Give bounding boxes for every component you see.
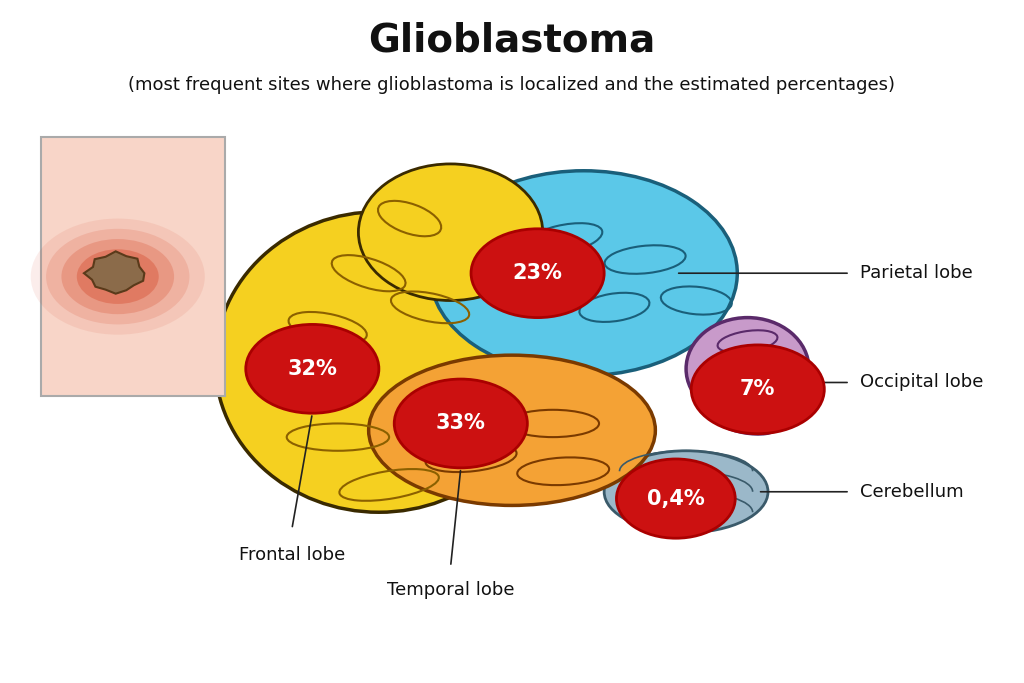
Text: 7%: 7%	[740, 379, 775, 400]
Ellipse shape	[686, 318, 809, 420]
Ellipse shape	[215, 212, 543, 512]
Text: Temporal lobe: Temporal lobe	[387, 581, 514, 598]
Ellipse shape	[430, 171, 737, 376]
Text: 23%: 23%	[513, 263, 562, 283]
Circle shape	[46, 229, 189, 324]
FancyBboxPatch shape	[41, 137, 225, 396]
Circle shape	[77, 249, 159, 304]
Text: Glioblastoma: Glioblastoma	[369, 22, 655, 60]
Circle shape	[691, 345, 824, 434]
Polygon shape	[84, 251, 144, 294]
Text: 32%: 32%	[288, 359, 337, 379]
Text: (most frequent sites where glioblastoma is localized and the estimated percentag: (most frequent sites where glioblastoma …	[128, 76, 896, 94]
Circle shape	[471, 229, 604, 318]
Text: Cerebellum: Cerebellum	[860, 483, 964, 501]
Text: 0,4%: 0,4%	[647, 488, 705, 509]
Circle shape	[61, 239, 174, 314]
Circle shape	[31, 219, 205, 335]
Circle shape	[246, 324, 379, 413]
Circle shape	[394, 379, 527, 468]
Text: Occipital lobe: Occipital lobe	[860, 374, 983, 391]
Ellipse shape	[604, 451, 768, 533]
Ellipse shape	[369, 355, 655, 505]
Circle shape	[616, 459, 735, 538]
Text: 33%: 33%	[436, 413, 485, 434]
Text: Frontal lobe: Frontal lobe	[239, 546, 345, 564]
Text: Parietal lobe: Parietal lobe	[860, 264, 973, 282]
Ellipse shape	[358, 164, 543, 301]
